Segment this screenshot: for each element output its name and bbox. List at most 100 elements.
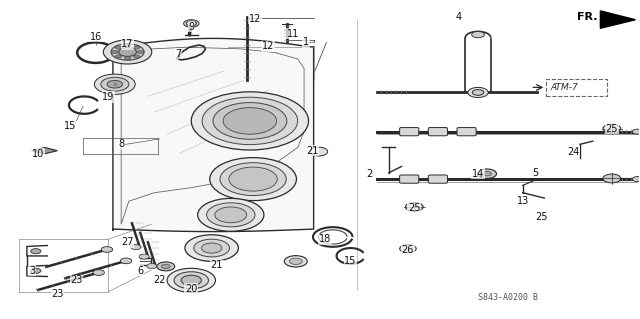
Circle shape <box>213 103 287 139</box>
Circle shape <box>472 90 484 95</box>
Circle shape <box>118 48 136 56</box>
Circle shape <box>483 172 492 176</box>
Circle shape <box>477 169 497 178</box>
Circle shape <box>161 264 170 269</box>
Circle shape <box>184 20 199 27</box>
Text: 16: 16 <box>90 32 102 42</box>
Text: 21: 21 <box>211 260 223 271</box>
Circle shape <box>186 21 196 26</box>
Text: 23: 23 <box>70 275 83 285</box>
Circle shape <box>220 163 286 196</box>
Circle shape <box>124 44 131 47</box>
FancyBboxPatch shape <box>399 175 419 183</box>
Text: 4: 4 <box>456 11 462 22</box>
Circle shape <box>133 46 140 49</box>
Text: 20: 20 <box>185 284 198 293</box>
Circle shape <box>131 245 141 250</box>
Text: ATM-7: ATM-7 <box>550 83 579 92</box>
FancyBboxPatch shape <box>399 128 419 136</box>
Text: 18: 18 <box>319 234 332 244</box>
Circle shape <box>181 275 202 286</box>
Circle shape <box>191 92 308 150</box>
Circle shape <box>603 124 621 133</box>
Text: 22: 22 <box>153 275 166 285</box>
Polygon shape <box>113 38 314 232</box>
Text: 14: 14 <box>472 169 484 179</box>
Circle shape <box>289 258 302 264</box>
Text: 25: 25 <box>536 212 548 222</box>
Circle shape <box>111 44 144 60</box>
Text: 25: 25 <box>605 123 618 134</box>
Circle shape <box>284 256 307 267</box>
Circle shape <box>207 203 255 227</box>
Circle shape <box>147 263 157 269</box>
Text: 3: 3 <box>29 266 35 276</box>
Circle shape <box>223 108 276 134</box>
Text: 9: 9 <box>188 22 195 32</box>
Text: 25: 25 <box>408 203 420 212</box>
FancyBboxPatch shape <box>428 128 447 136</box>
Text: 24: 24 <box>568 147 580 157</box>
Circle shape <box>229 167 277 191</box>
Circle shape <box>95 74 135 94</box>
Text: 1: 1 <box>303 38 309 48</box>
Text: 26: 26 <box>402 245 414 255</box>
Text: 13: 13 <box>516 196 529 206</box>
Circle shape <box>174 272 209 289</box>
Text: 15: 15 <box>344 256 356 266</box>
Circle shape <box>185 235 239 261</box>
Text: 11: 11 <box>287 29 300 39</box>
Circle shape <box>107 80 122 88</box>
Circle shape <box>472 32 484 38</box>
Text: 27: 27 <box>122 237 134 247</box>
Circle shape <box>632 129 640 134</box>
Text: 21: 21 <box>306 146 319 156</box>
Polygon shape <box>32 147 58 154</box>
Circle shape <box>115 46 122 49</box>
FancyBboxPatch shape <box>457 128 476 136</box>
Circle shape <box>100 77 129 91</box>
Circle shape <box>405 203 423 211</box>
Text: 17: 17 <box>122 39 134 49</box>
Text: 5: 5 <box>532 168 538 178</box>
Circle shape <box>468 87 488 98</box>
Circle shape <box>157 262 175 271</box>
Polygon shape <box>600 11 636 28</box>
Text: 12: 12 <box>249 14 261 24</box>
Circle shape <box>103 40 152 64</box>
Circle shape <box>202 243 222 253</box>
Circle shape <box>111 50 118 54</box>
Circle shape <box>31 249 41 254</box>
Text: S843-A0200 B: S843-A0200 B <box>478 293 538 302</box>
Text: 6: 6 <box>137 266 143 276</box>
Circle shape <box>198 198 264 231</box>
Circle shape <box>167 268 216 292</box>
Circle shape <box>93 270 104 275</box>
Circle shape <box>310 147 328 156</box>
Text: 15: 15 <box>64 121 76 131</box>
Text: 7: 7 <box>175 48 182 59</box>
Text: 10: 10 <box>32 149 44 159</box>
Circle shape <box>120 258 132 264</box>
Text: 2: 2 <box>367 169 373 179</box>
Circle shape <box>194 239 230 257</box>
Circle shape <box>137 50 143 54</box>
Text: 12: 12 <box>262 41 274 51</box>
Circle shape <box>202 97 298 145</box>
Circle shape <box>603 174 621 183</box>
Circle shape <box>115 55 122 58</box>
Circle shape <box>133 55 140 58</box>
Circle shape <box>632 177 640 182</box>
Text: 19: 19 <box>102 92 115 102</box>
FancyBboxPatch shape <box>428 175 447 183</box>
Circle shape <box>210 158 296 201</box>
Circle shape <box>139 254 149 259</box>
Text: 8: 8 <box>118 139 124 149</box>
Text: FR.: FR. <box>577 11 597 22</box>
Circle shape <box>101 247 113 252</box>
Circle shape <box>399 245 416 253</box>
Circle shape <box>124 57 131 60</box>
Circle shape <box>31 268 41 273</box>
Circle shape <box>215 207 246 223</box>
Text: 23: 23 <box>51 289 63 299</box>
